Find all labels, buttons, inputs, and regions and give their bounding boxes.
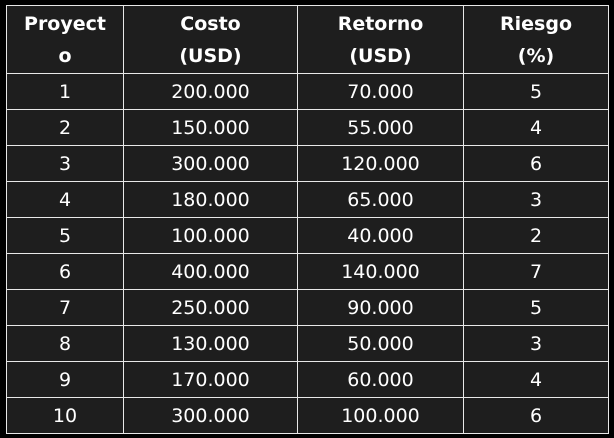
table-body: 1 200.000 70.000 5 2 150.000 55.000 4 3 … [6, 73, 609, 434]
table-row: 6 400.000 140.000 7 [6, 253, 609, 290]
header-riesgo-line2: (%) [517, 44, 555, 67]
cell-costo: 300.000 [123, 145, 298, 182]
cell-proyecto: 10 [6, 397, 124, 434]
cell-costo: 250.000 [123, 289, 298, 326]
cell-riesgo: 3 [463, 325, 609, 362]
header-row: Proyect o Costo (USD) Retorno (USD) Ries… [6, 5, 609, 74]
table-row: 4 180.000 65.000 3 [6, 181, 609, 218]
cell-riesgo: 4 [463, 109, 609, 146]
cell-costo: 200.000 [123, 73, 298, 110]
table-row: 10 300.000 100.000 6 [6, 397, 609, 434]
cell-costo: 170.000 [123, 361, 298, 398]
table-row: 9 170.000 60.000 4 [6, 361, 609, 398]
header-retorno-line2: (USD) [349, 44, 412, 67]
cell-costo: 300.000 [123, 397, 298, 434]
cell-riesgo: 7 [463, 253, 609, 290]
cell-costo: 150.000 [123, 109, 298, 146]
header-costo: Costo (USD) [123, 5, 298, 74]
cell-costo: 400.000 [123, 253, 298, 290]
cell-retorno: 100.000 [297, 397, 464, 434]
cell-retorno: 60.000 [297, 361, 464, 398]
cell-retorno: 50.000 [297, 325, 464, 362]
cell-proyecto: 9 [6, 361, 124, 398]
table-row: 3 300.000 120.000 6 [6, 145, 609, 182]
cell-proyecto: 6 [6, 253, 124, 290]
cell-proyecto: 1 [6, 73, 124, 110]
projects-table: Proyect o Costo (USD) Retorno (USD) Ries… [6, 5, 609, 434]
cell-proyecto: 4 [6, 181, 124, 218]
cell-retorno: 65.000 [297, 181, 464, 218]
table-row: 1 200.000 70.000 5 [6, 73, 609, 110]
cell-riesgo: 2 [463, 217, 609, 254]
header-proyecto-line2: o [58, 44, 72, 67]
cell-retorno: 120.000 [297, 145, 464, 182]
cell-proyecto: 7 [6, 289, 124, 326]
cell-retorno: 55.000 [297, 109, 464, 146]
cell-riesgo: 4 [463, 361, 609, 398]
header-riesgo-line1: Riesgo [500, 12, 572, 35]
table-row: 7 250.000 90.000 5 [6, 289, 609, 326]
cell-riesgo: 6 [463, 397, 609, 434]
header-costo-line2: (USD) [179, 44, 242, 67]
cell-proyecto: 5 [6, 217, 124, 254]
cell-riesgo: 5 [463, 289, 609, 326]
cell-proyecto: 2 [6, 109, 124, 146]
table-row: 5 100.000 40.000 2 [6, 217, 609, 254]
header-riesgo: Riesgo (%) [463, 5, 609, 74]
cell-costo: 130.000 [123, 325, 298, 362]
header-retorno: Retorno (USD) [297, 5, 464, 74]
projects-table-container: Proyect o Costo (USD) Retorno (USD) Ries… [6, 5, 609, 434]
cell-costo: 100.000 [123, 217, 298, 254]
cell-retorno: 40.000 [297, 217, 464, 254]
cell-retorno: 70.000 [297, 73, 464, 110]
header-proyecto-line1: Proyect [24, 12, 106, 35]
cell-riesgo: 3 [463, 181, 609, 218]
header-costo-line1: Costo [180, 12, 241, 35]
table-header: Proyect o Costo (USD) Retorno (USD) Ries… [6, 5, 609, 74]
cell-costo: 180.000 [123, 181, 298, 218]
table-row: 2 150.000 55.000 4 [6, 109, 609, 146]
cell-proyecto: 8 [6, 325, 124, 362]
cell-retorno: 140.000 [297, 253, 464, 290]
cell-retorno: 90.000 [297, 289, 464, 326]
cell-riesgo: 5 [463, 73, 609, 110]
cell-riesgo: 6 [463, 145, 609, 182]
table-row: 8 130.000 50.000 3 [6, 325, 609, 362]
header-retorno-line1: Retorno [337, 12, 424, 35]
header-proyecto: Proyect o [6, 5, 124, 74]
cell-proyecto: 3 [6, 145, 124, 182]
